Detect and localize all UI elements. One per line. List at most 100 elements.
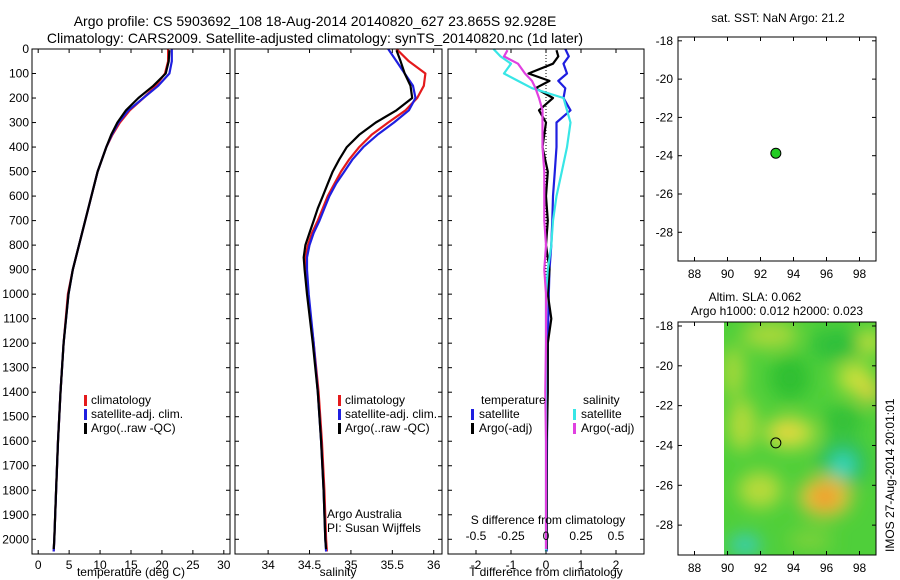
- legend-label-1: satellite-adj. clim.: [91, 407, 183, 421]
- map-y-tick-label: -24: [656, 149, 674, 163]
- s-diff-label: S difference from climatology: [471, 513, 626, 527]
- x-tick-label: 25: [186, 558, 200, 572]
- x-tick-label: -1: [506, 558, 517, 572]
- legend-heading-temperature: temperature: [481, 393, 546, 407]
- temperature-marks: [52, 49, 173, 552]
- title-line-2: Climatology: CARS2009. Satellite-adjuste…: [47, 30, 583, 46]
- depth-tick-label: 300: [9, 116, 29, 130]
- sst-ticks: 88 90 92 94 96 98 -28 -26 -24 -22 -20 -18: [656, 34, 876, 281]
- sla-map-panel: Altim. SLA: 0.062 Argo h1000: 0.012 h200…: [656, 290, 877, 575]
- sst-title: sat. SST: NaN Argo: 21.2: [711, 11, 845, 25]
- map-point-0: [770, 437, 782, 449]
- series-line-temperature-2: [52, 50, 171, 550]
- legend-label-2: Argo(..raw -QC): [91, 421, 176, 435]
- s-tick-label: 0.25: [569, 529, 593, 543]
- map-y-tick-label: -28: [656, 518, 674, 532]
- sla-title-line-1: Altim. SLA: 0.062: [709, 290, 802, 304]
- depth-tick-label: 1400: [2, 385, 29, 399]
- map-x-tick-label: 92: [754, 561, 768, 575]
- legend-swatch-2: [573, 409, 576, 420]
- map-y-tick-label: -18: [656, 319, 674, 333]
- temperature-frame: [31, 48, 231, 555]
- x-tick-label: 36: [427, 558, 441, 572]
- difference-legend: temperature salinitysatelliteArgo(-adj)sa…: [471, 393, 634, 435]
- depth-tick-label: 1900: [2, 508, 29, 522]
- x-tick-label: 5: [66, 558, 73, 572]
- depth-tick-label: 1200: [2, 336, 29, 350]
- depth-tick-label: 1100: [3, 312, 29, 326]
- map-y-tick-label: -22: [656, 110, 674, 124]
- imos-watermark: IMOS 27-Aug-2014 20:01:01: [883, 398, 897, 552]
- map-y-tick-label: -26: [656, 187, 674, 201]
- series-line-differences-3: [502, 49, 548, 550]
- depth-tick-label: 200: [9, 91, 29, 105]
- legend-swatch-1: [84, 409, 87, 420]
- depth-tick-label: 600: [9, 189, 29, 203]
- s-tick-label: -0.25: [497, 529, 525, 543]
- series-line-temperature-1: [52, 49, 173, 552]
- map-x-tick-label: 98: [853, 561, 867, 575]
- x-tick-label: 30: [217, 558, 231, 572]
- legend-label-2: Argo(..raw -QC): [345, 421, 430, 435]
- series-line-differences-2: [492, 48, 572, 552]
- annotation-line-2: PI: Susan Wijffels: [327, 521, 421, 535]
- legend-label-0: climatology: [91, 393, 151, 407]
- x-tick-label: 15: [124, 558, 138, 572]
- map-x-tick-label: 88: [688, 561, 702, 575]
- x-tick-label: 0: [543, 558, 550, 572]
- sla-points: [770, 437, 782, 449]
- depth-tick-label: 800: [9, 238, 29, 252]
- t-diff-label: T difference from climatology: [469, 565, 623, 579]
- depth-tick-label: 400: [9, 140, 29, 154]
- map-y-tick-label: -24: [656, 438, 674, 452]
- depth-tick-label: 500: [9, 165, 29, 179]
- salinity-xlabel: salinity: [320, 565, 357, 579]
- sla-ticks: 88 90 92 94 96 98 -28 -26 -24 -22 -20 -18: [656, 319, 876, 575]
- difference-panel: -2 -1 0 1 2 -0.5 -0.25 0 0.25 0.5 S difference f…: [447, 48, 645, 579]
- sst-points: [770, 147, 782, 159]
- legend-swatch-1: [471, 423, 474, 434]
- depth-tick-label: 100: [9, 67, 29, 81]
- x-tick-label: 10: [93, 558, 107, 572]
- depth-tick-label: 1800: [2, 483, 29, 497]
- map-x-tick-label: 96: [820, 267, 834, 281]
- x-tick-label: 34: [261, 558, 275, 572]
- sla-frame: [677, 321, 877, 556]
- map-x-tick-label: 94: [787, 267, 801, 281]
- annotation-line-1: Argo Australia: [327, 507, 402, 521]
- legend-swatch-3: [573, 423, 576, 434]
- map-x-tick-label: 94: [787, 561, 801, 575]
- x-tick-label: 0: [35, 558, 42, 572]
- sst-map-panel: sat. SST: NaN Argo: 21.2 88 90 92 94 96 98 -28…: [656, 11, 877, 281]
- x-tick-label: 35: [344, 558, 358, 572]
- map-y-tick-label: -20: [656, 72, 674, 86]
- map-y-tick-label: -26: [656, 478, 674, 492]
- depth-tick-label: 1500: [2, 410, 29, 424]
- s-tick-label: 0: [543, 529, 550, 543]
- salinity-marks: [302, 48, 427, 552]
- legend-swatch-2: [84, 423, 87, 434]
- depth-ticks: 0 100 200 300 400 500 600 700 800 900 1000 1100 1200…: [2, 42, 644, 546]
- legend-label-1: satellite-adj. clim.: [345, 407, 437, 421]
- map-y-tick-label: -18: [656, 34, 674, 48]
- title-line-1: Argo profile: CS 5903692_108 18-Aug-2014…: [74, 13, 557, 29]
- salinity-panel: 34 34.5 35 35.5 36 salinity climatologysatel…: [234, 48, 443, 579]
- s-tick-label: -0.5: [466, 529, 487, 543]
- legend-swatch-0: [84, 395, 87, 406]
- s-diff-ticks: -0.5 -0.25 0 0.25 0.5: [466, 529, 625, 543]
- depth-tick-label: 1300: [2, 361, 29, 375]
- legend-label-0: climatology: [345, 393, 405, 407]
- x-tick-label: 20: [155, 558, 169, 572]
- legend-swatch-0: [471, 409, 474, 420]
- legend-label-0: satellite: [479, 407, 520, 421]
- map-x-tick-label: 92: [754, 267, 768, 281]
- map-x-tick-label: 90: [721, 267, 735, 281]
- map-x-tick-label: 98: [853, 267, 867, 281]
- series-line-differences-1: [527, 49, 560, 550]
- temperature-panel: 0 5 10 15 20 25 30 010020030040050060070080090…: [2, 42, 644, 579]
- legend-label-3: Argo(-adj): [581, 421, 634, 435]
- x-tick-label: 1: [578, 558, 585, 572]
- depth-tick-label: 1600: [2, 434, 29, 448]
